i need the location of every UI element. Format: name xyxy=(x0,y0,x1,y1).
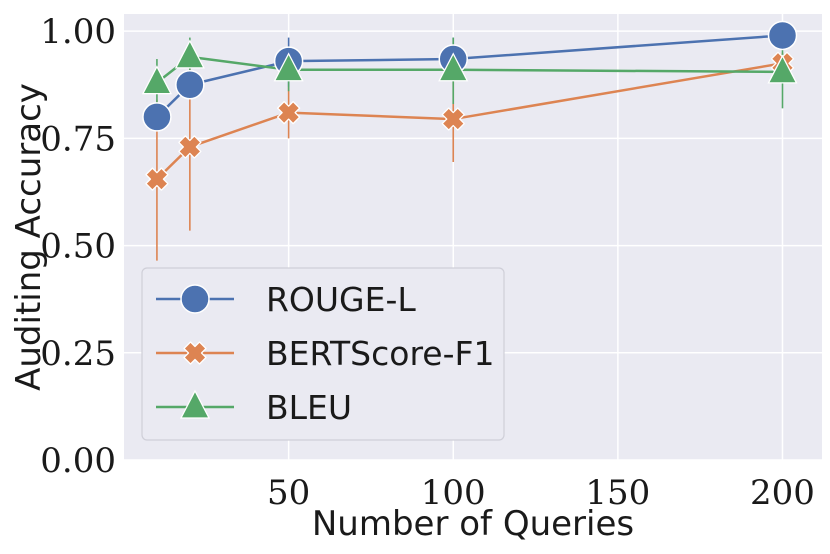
y-tick-label: 0.00 xyxy=(40,441,116,481)
bertscore-f1-point xyxy=(178,135,202,159)
bleu-point xyxy=(438,52,469,82)
bertscore-f1-point xyxy=(276,100,301,125)
rouge-l-point xyxy=(767,20,798,51)
tick-labels: 50 100 150 200 0.00 0.25 0.50 0.75 1.00 xyxy=(40,12,815,513)
bleu-point xyxy=(141,65,172,95)
legend-bleu-marker xyxy=(179,389,211,419)
legend-bertscore-f1-marker xyxy=(183,341,207,365)
legend-rouge-l-marker xyxy=(180,284,210,314)
bertscore-f1-point xyxy=(145,167,169,191)
y-tick-label: 0.25 xyxy=(40,334,116,374)
x-tick-label: 50 xyxy=(267,473,310,513)
rouge-l-point xyxy=(142,102,172,132)
rouge-l-point xyxy=(175,70,205,100)
y-tick-label: 1.00 xyxy=(40,12,116,52)
legend-bertscore-f1-label: BERTScore-F1 xyxy=(266,334,495,373)
bleu-point xyxy=(273,52,304,82)
x-tick-label: 200 xyxy=(750,473,815,513)
series-markers xyxy=(141,20,798,191)
bleu-point xyxy=(174,39,205,69)
bleu-point xyxy=(767,54,798,84)
bertscore-f1-point xyxy=(441,107,465,131)
x-axis-label: Number of Queries xyxy=(312,504,634,544)
y-tick-label: 0.50 xyxy=(40,227,116,267)
x-tick-label: 100 xyxy=(421,473,486,513)
legend: ROUGE-L BERTScore-F1 BLEU xyxy=(141,267,505,441)
legend-bleu-label: BLEU xyxy=(266,388,352,427)
legend-rouge-l-label: ROUGE-L xyxy=(266,280,416,319)
legend-box xyxy=(141,267,505,441)
x-tick-label: 150 xyxy=(585,473,650,513)
y-tick-label: 0.75 xyxy=(40,119,116,159)
y-axis-label: Auditing Accuracy xyxy=(9,83,49,391)
